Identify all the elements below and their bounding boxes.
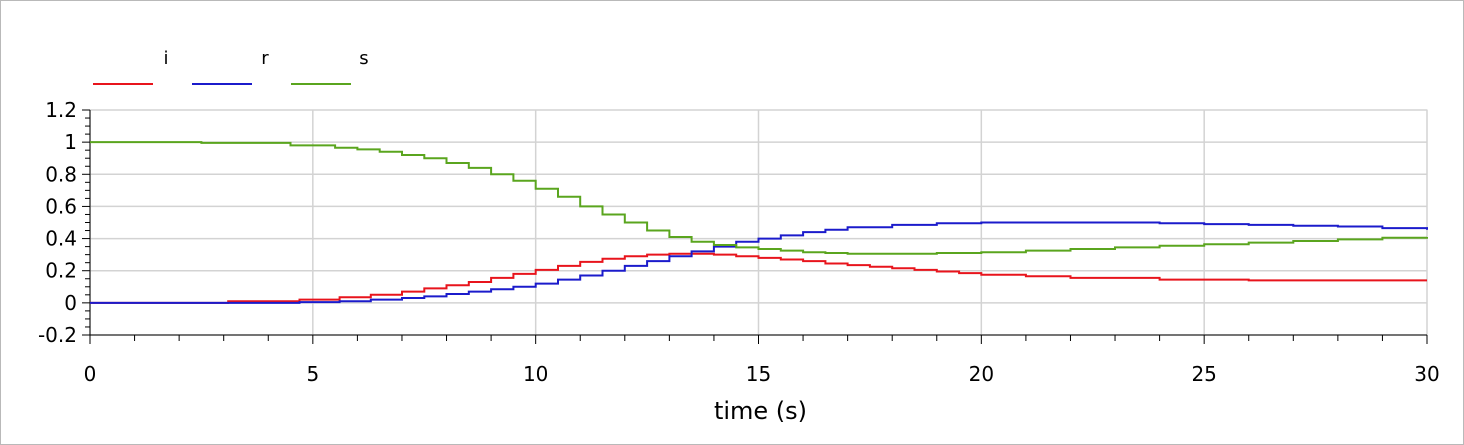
y-tick-label: 1 xyxy=(64,130,77,154)
y-tick-label: 0.6 xyxy=(45,194,77,218)
legend-label: i xyxy=(163,48,168,69)
x-tick-label: 25 xyxy=(1191,362,1216,386)
x-tick-label: 20 xyxy=(969,362,994,386)
legend-item-i: i xyxy=(93,48,169,85)
x-tick-label: 30 xyxy=(1414,362,1439,386)
x-axis-title: time (s) xyxy=(714,397,807,425)
y-tick-label: 0.2 xyxy=(45,259,77,283)
y-tick-label: 0.8 xyxy=(45,162,77,186)
x-tick-label: 15 xyxy=(746,362,771,386)
legend-label: r xyxy=(261,48,269,69)
y-tick-label: 0.4 xyxy=(45,227,77,251)
x-tick-label: 0 xyxy=(84,362,97,386)
legend-label: s xyxy=(359,48,368,69)
axes: -0.2 0 0.2 0.4 0.6 0.8 1 1.2 0 5 10 15 20 25 30 xyxy=(38,98,1440,386)
series-lines xyxy=(90,141,1428,304)
legend-item-r: r xyxy=(192,48,269,85)
x-tick-label: 10 xyxy=(523,362,548,386)
x-tick-label: 5 xyxy=(306,362,319,386)
y-tick-label: -0.2 xyxy=(38,323,77,347)
legend-item-s: s xyxy=(291,48,369,85)
series-line-s xyxy=(90,141,1428,255)
y-tick-label: 0 xyxy=(64,291,77,315)
y-tick-label: 1.2 xyxy=(45,98,77,122)
series-line-r xyxy=(90,221,1428,304)
